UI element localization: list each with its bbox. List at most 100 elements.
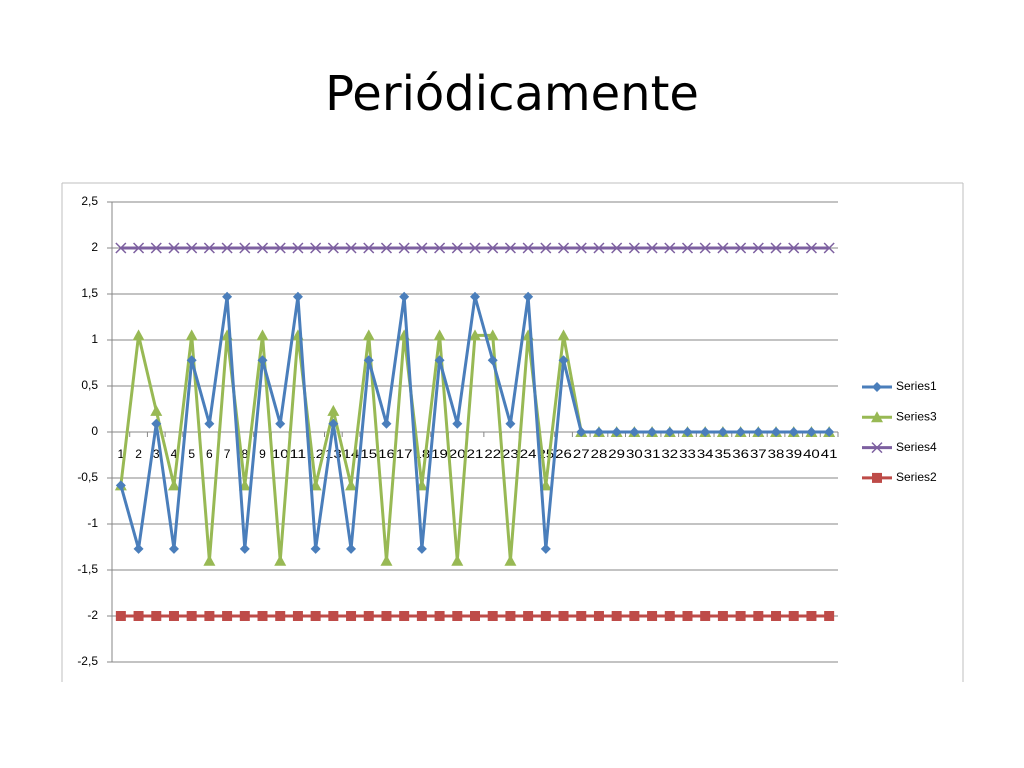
x-tick-label: 19 [431,447,448,461]
legend-marker [871,411,883,423]
data-point [717,427,728,437]
data-point [611,611,622,621]
data-point [451,554,464,566]
data-point [274,242,286,254]
data-point [398,242,410,254]
data-point [487,611,498,621]
data-point [593,242,605,254]
data-point [629,427,640,437]
data-point [167,479,180,491]
data-point [540,543,551,554]
data-point [504,554,517,566]
y-tick-label: 1 [91,332,98,346]
data-point [717,242,729,254]
data-point [133,242,145,254]
data-point [576,427,587,437]
data-point [115,480,126,491]
data-point [433,329,446,341]
data-point [133,611,144,621]
data-point [381,611,392,621]
data-point [363,611,374,621]
x-tick-label: 3 [153,447,160,461]
data-point [362,329,375,341]
x-tick-label: 1 [118,447,125,461]
data-point [700,427,711,437]
data-point [806,427,817,437]
data-point [523,611,534,621]
data-point [434,355,445,366]
x-tick-label: 36 [732,447,749,461]
data-point [204,611,215,621]
x-tick-label: 39 [785,447,802,461]
x-tick-label: 38 [768,447,785,461]
data-point [504,242,516,254]
data-point [151,418,162,429]
data-point [788,242,800,254]
data-point [363,242,375,254]
data-point [628,242,640,254]
data-point [399,291,410,302]
legend-label: Series1 [896,379,937,393]
data-point [557,329,570,341]
legend-marker [871,442,883,454]
x-tick-label: 11 [290,447,307,461]
x-tick-label: 32 [661,447,678,461]
data-point [700,611,711,621]
data-point [133,543,144,554]
legend-label: Series2 [896,470,937,484]
y-tick-label: -1 [87,516,98,530]
data-point [540,242,552,254]
x-tick-label: 26 [555,447,572,461]
data-point [327,242,339,254]
data-point [540,611,551,621]
data-point [256,329,269,341]
data-point [151,611,162,621]
data-point [593,427,604,437]
data-point [824,611,835,621]
x-tick-label: 2 [135,447,142,461]
data-point [823,242,835,254]
data-point [257,355,268,366]
data-point [752,242,764,254]
data-point [470,611,480,621]
data-point [824,427,835,437]
data-point [788,611,799,621]
data-point [292,291,303,302]
data-point [275,418,286,429]
data-point [168,611,179,621]
x-tick-label: 9 [259,447,266,461]
data-point [505,611,516,621]
data-point [186,611,197,621]
x-tick-label: 37 [750,447,767,461]
x-tick-label: 16 [378,447,395,461]
data-point [150,242,162,254]
data-point [753,611,764,621]
data-point [434,611,445,621]
chart-title: Periódicamente [325,66,699,122]
data-point [629,611,640,621]
data-point [558,611,569,621]
data-point [363,355,374,366]
data-point [416,242,428,254]
data-point [486,329,499,341]
data-point [203,554,216,566]
x-tick-label: 41 [821,447,838,461]
x-tick-label: 28 [591,447,608,461]
data-point [788,427,799,437]
data-point [452,611,463,621]
data-point [274,554,287,566]
data-point [185,329,198,341]
y-tick-label: 1,5 [81,286,98,300]
data-point [771,611,782,621]
data-point [292,242,304,254]
data-point [611,242,623,254]
data-point [753,427,764,437]
data-point [328,611,339,621]
data-point [735,242,747,254]
x-tick-label: 15 [360,447,377,461]
y-tick-label: -1,5 [77,562,98,576]
data-point [275,611,286,621]
data-point [239,242,251,254]
data-point [115,242,127,254]
